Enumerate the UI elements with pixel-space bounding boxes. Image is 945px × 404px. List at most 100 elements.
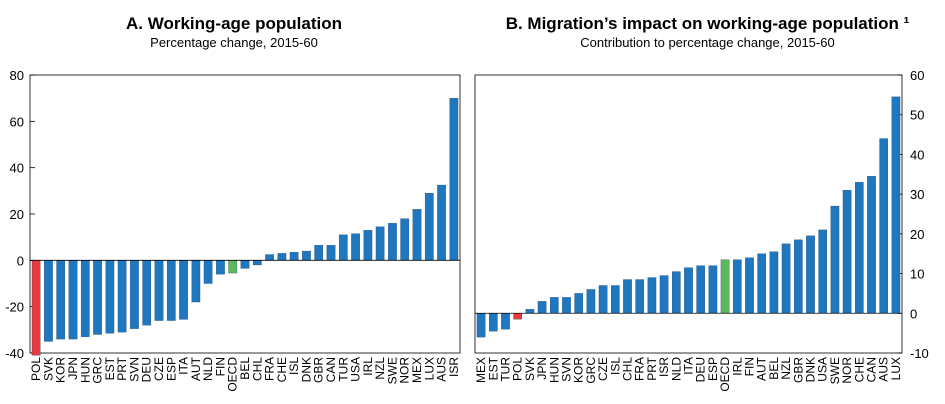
bar-irl bbox=[363, 230, 373, 261]
y-tick-label: 60 bbox=[10, 114, 24, 129]
x-tick-label: SWE bbox=[385, 357, 399, 384]
x-tick-label: SVN bbox=[127, 357, 141, 382]
bar-svk bbox=[44, 260, 53, 342]
bar-deu bbox=[696, 265, 705, 314]
bar-fra bbox=[265, 254, 274, 261]
x-tick-label: EST bbox=[103, 356, 117, 380]
x-tick-label: CHE bbox=[852, 357, 866, 382]
x-tick-label: ITA bbox=[682, 357, 696, 375]
x-tick-label: MEX bbox=[474, 357, 488, 383]
bar-lux bbox=[891, 96, 901, 314]
bar-swe bbox=[388, 223, 397, 261]
x-tick-label: SWE bbox=[828, 357, 842, 384]
bar-ita bbox=[684, 267, 693, 314]
y-tick-label: 40 bbox=[10, 161, 24, 176]
x-tick-label: FRA bbox=[263, 357, 277, 381]
bar-prt bbox=[647, 277, 657, 314]
bar-kor bbox=[574, 293, 583, 314]
x-tick-label: ESP bbox=[164, 357, 178, 381]
bar-deu bbox=[142, 260, 152, 326]
bar-cze bbox=[598, 285, 608, 314]
bar-lux bbox=[424, 192, 434, 261]
bar-est bbox=[489, 313, 498, 332]
x-tick-label: IRL bbox=[730, 357, 744, 376]
bar-aut bbox=[191, 260, 201, 303]
y-tick-label: 30 bbox=[910, 187, 924, 202]
bar-fin bbox=[216, 260, 225, 275]
bar-mex bbox=[412, 209, 422, 261]
x-tick-label: ITA bbox=[177, 357, 191, 375]
bar-bel bbox=[769, 251, 779, 314]
bar-esp bbox=[166, 260, 176, 321]
x-tick-label: ISL bbox=[287, 357, 301, 375]
x-tick-label: CZE bbox=[152, 357, 166, 381]
chart-a-title: A. Working-age population bbox=[126, 14, 342, 33]
x-tick-label: HUN bbox=[78, 357, 92, 383]
y-tick-label: -10 bbox=[910, 346, 929, 361]
bar-usa bbox=[818, 229, 827, 314]
bar-nor bbox=[842, 190, 852, 314]
bar-tur bbox=[501, 313, 510, 330]
x-tick-label: FRA bbox=[633, 357, 647, 381]
x-tick-label: ISL bbox=[608, 357, 622, 375]
x-tick-label: AUT bbox=[189, 356, 203, 381]
x-tick-label: CHL bbox=[621, 357, 635, 381]
x-tick-label: FIN bbox=[743, 357, 757, 376]
x-tick-label: NLD bbox=[201, 357, 215, 381]
x-tick-label: NLD bbox=[669, 357, 683, 381]
x-tick-label: CAN bbox=[865, 357, 879, 382]
y-tick-label: 20 bbox=[910, 227, 924, 242]
bar-nld bbox=[672, 271, 681, 314]
x-tick-label: PRT bbox=[115, 356, 129, 380]
x-tick-label: AUS bbox=[877, 357, 891, 382]
bar-svk bbox=[525, 309, 535, 314]
x-tick-label: POL bbox=[511, 357, 525, 381]
bar-svn bbox=[130, 260, 139, 329]
bar-fin bbox=[745, 257, 754, 314]
x-tick-label: DNK bbox=[804, 357, 818, 382]
bar-can bbox=[326, 245, 336, 261]
x-tick-label: POL bbox=[29, 357, 43, 381]
bar-jpn bbox=[537, 301, 547, 314]
bar-oecd bbox=[228, 260, 238, 274]
x-tick-label: CZE bbox=[596, 357, 610, 381]
bar-dnk bbox=[302, 250, 311, 261]
bar-dnk bbox=[806, 235, 815, 314]
bar-isr bbox=[449, 98, 459, 261]
bar-gbr bbox=[794, 239, 803, 314]
bar-pol bbox=[31, 260, 41, 356]
bar-jpn bbox=[68, 260, 78, 340]
bar-bel bbox=[240, 260, 250, 269]
bar-che bbox=[855, 182, 864, 314]
bar-hun bbox=[550, 297, 559, 314]
y-tick-label: 50 bbox=[910, 108, 924, 123]
bar-aut bbox=[757, 253, 766, 314]
x-tick-label: KOR bbox=[572, 357, 586, 383]
y-tick-label: 10 bbox=[910, 267, 924, 282]
bar-chl bbox=[252, 260, 262, 266]
x-tick-label: CAN bbox=[324, 357, 338, 382]
x-tick-label: USA bbox=[349, 357, 363, 382]
x-tick-label: ISR bbox=[657, 357, 671, 377]
bar-swe bbox=[830, 205, 840, 314]
y-tick-label: 60 bbox=[910, 68, 924, 83]
x-tick-label: OECD bbox=[718, 357, 732, 392]
bar-mex bbox=[476, 313, 486, 338]
chart-panel-b: B. Migration’s impact on working-age pop… bbox=[470, 0, 945, 404]
x-tick-label: AUS bbox=[435, 357, 449, 382]
x-tick-label: GRC bbox=[584, 357, 598, 384]
bar-nzl bbox=[375, 226, 385, 261]
x-tick-label: DEU bbox=[140, 357, 154, 382]
bar-aus bbox=[437, 184, 446, 261]
bar-hun bbox=[80, 260, 90, 337]
y-tick-label: 0 bbox=[910, 306, 917, 321]
y-tick-label: 40 bbox=[910, 147, 924, 162]
x-tick-label: PRT bbox=[645, 356, 659, 380]
x-tick-label: DEU bbox=[694, 357, 708, 382]
chart-b-title: B. Migration’s impact on working-age pop… bbox=[505, 14, 910, 33]
x-tick-label: MEX bbox=[410, 357, 424, 383]
x-tick-label: USA bbox=[816, 357, 830, 382]
chart-b-subtitle: Contribution to percentage change, 2015-… bbox=[580, 35, 835, 50]
bar-aus bbox=[879, 138, 888, 314]
y-tick-label: -40 bbox=[5, 346, 24, 361]
